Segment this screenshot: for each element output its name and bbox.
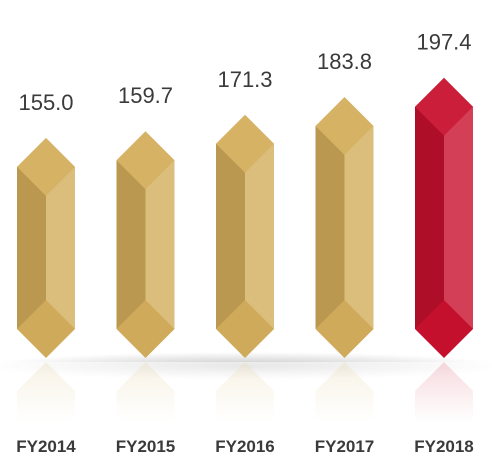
value-label: 183.8 bbox=[317, 49, 372, 74]
bar-right-face bbox=[46, 166, 75, 329]
bar-right-face bbox=[145, 160, 175, 329]
x-tick-label: FY2016 bbox=[215, 437, 275, 456]
bar-left-face bbox=[17, 166, 46, 329]
bar-right-face bbox=[444, 106, 473, 329]
bar-top-cap bbox=[216, 114, 274, 173]
reflection-fade bbox=[0, 362, 492, 422]
bar-body bbox=[216, 114, 274, 358]
bar bbox=[116, 131, 175, 358]
x-tick-label: FY2017 bbox=[315, 437, 375, 456]
bar bbox=[216, 114, 274, 358]
value-label: 159.7 bbox=[118, 83, 173, 108]
value-label: 197.4 bbox=[416, 30, 471, 55]
bar bbox=[17, 137, 75, 358]
x-tick-label: FY2015 bbox=[116, 437, 176, 456]
bar-right-face bbox=[245, 143, 274, 329]
bar-body bbox=[116, 131, 175, 358]
bar-left-face bbox=[315, 126, 345, 329]
bar-top-cap bbox=[315, 97, 374, 156]
bar-left-face bbox=[415, 106, 444, 329]
x-tick-label: FY2014 bbox=[16, 437, 76, 456]
bar bbox=[315, 97, 374, 358]
bar-left-face bbox=[216, 143, 245, 329]
bar-top-cap bbox=[116, 131, 175, 190]
bar-top-cap bbox=[17, 137, 75, 196]
bar bbox=[415, 77, 473, 358]
bar-right-face bbox=[344, 126, 374, 329]
bar-body bbox=[415, 77, 473, 358]
bar-left-face bbox=[116, 160, 146, 329]
value-label: 171.3 bbox=[217, 67, 272, 92]
x-tick-label: FY2018 bbox=[414, 437, 474, 456]
bar-body bbox=[17, 137, 75, 358]
bar-body bbox=[315, 97, 374, 358]
bar-top-cap bbox=[415, 77, 473, 136]
value-label: 155.0 bbox=[18, 90, 73, 115]
